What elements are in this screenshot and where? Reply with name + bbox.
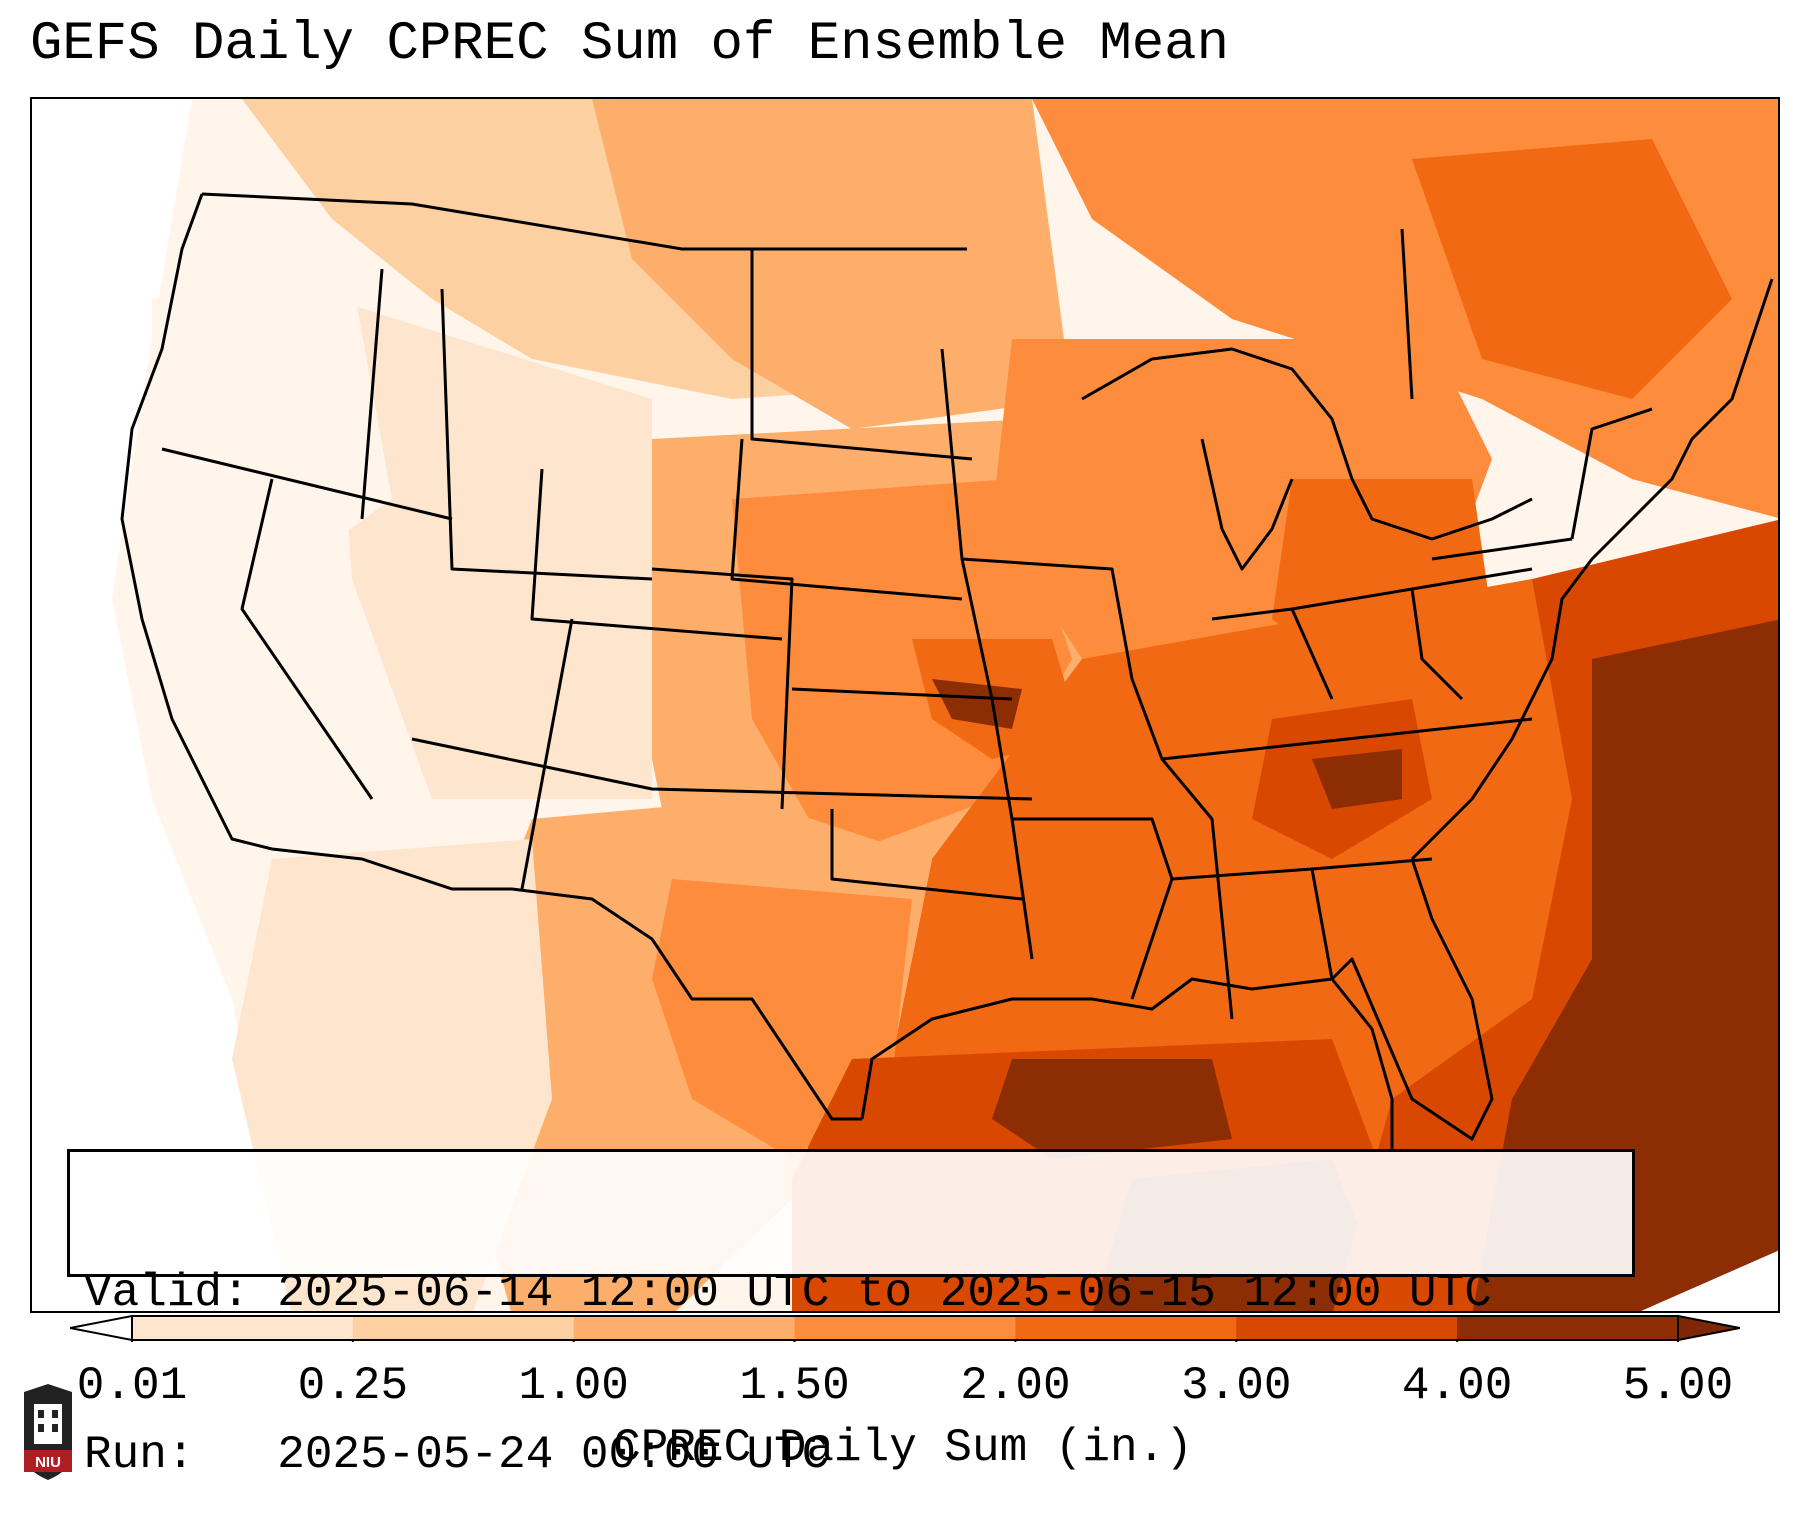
colorbar-segment [573,1316,796,1340]
niu-logo: NIU [24,1384,72,1480]
valid-value: 2025-06-14 12:00 UTC to 2025-06-15 12:00… [277,1267,1492,1319]
colorbar [70,1314,1740,1342]
colorbar-label: CPREC Daily Sum (in.) [613,1422,1193,1474]
colorbar-tick-label: 3.00 [1181,1360,1292,1412]
colorbar-segment [1457,1316,1679,1340]
colorbar-under-triangle [70,1314,133,1342]
logo-band [24,1450,72,1472]
valid-row: Valid: 2025-06-14 12:00 UTC to 2025-06-1… [84,1266,1618,1320]
colorbar-tick-label: 2.00 [960,1360,1071,1412]
colorbar-ticks [131,1340,1679,1342]
colorbar-tick-label: 0.01 [76,1360,188,1412]
valid-label: Valid: [84,1267,250,1319]
run-value: 2025-05-24 00:00 UTC [277,1429,830,1481]
run-label: Run: [84,1429,195,1481]
colorbar-tick-label: 1.50 [739,1360,850,1412]
colorbar-tick-label: 4.00 [1401,1360,1513,1412]
map-svg [32,99,1778,1311]
map-title: GEFS Daily CPREC Sum of Ensemble Mean [30,14,1229,75]
run-info-box: Valid: 2025-06-14 12:00 UTC to 2025-06-1… [67,1149,1635,1481]
run-row: Run: 2025-05-24 00:00 UTC [84,1428,1618,1482]
logo-text: NIU [35,1454,61,1471]
colorbar-segment [132,1316,354,1340]
colorbar-segment [1015,1316,1237,1340]
precip-map [30,97,1780,1313]
colorbar-segment [794,1316,1016,1340]
colorbar-tick-label: 0.25 [297,1360,409,1412]
colorbar-segment [1236,1316,1458,1340]
state-borders [120,192,1774,1149]
colorbar-tick-label: 1.00 [518,1360,629,1412]
colorbar-segment [352,1316,575,1340]
colorbar-segments [131,1315,1679,1341]
colorbar-tick-label: 5.00 [1622,1360,1734,1412]
colorbar-over-triangle [1677,1314,1740,1342]
